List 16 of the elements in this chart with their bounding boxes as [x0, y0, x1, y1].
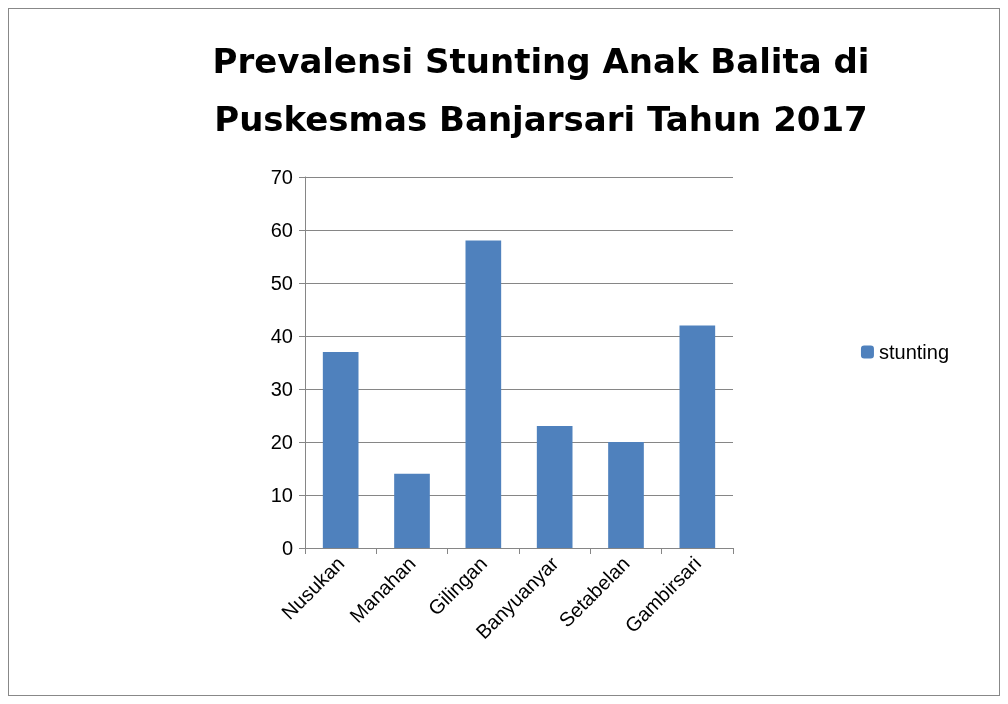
- bar: [608, 442, 644, 548]
- bar: [394, 473, 430, 548]
- y-tick-label: 0: [281, 537, 293, 559]
- bar: [679, 325, 716, 548]
- y-tick-label: 60: [270, 219, 293, 241]
- y-tick-label: 10: [270, 484, 293, 506]
- y-tick-label: 30: [270, 378, 293, 400]
- chart-title: Prevalensi Stunting Anak Balita di Puskesmas Banjarsari Tahun 2017: [212, 41, 870, 139]
- bar: [465, 240, 502, 548]
- bar: [322, 351, 359, 548]
- bar: [536, 426, 573, 548]
- y-tick-label: 50: [270, 272, 293, 294]
- legend-label: stunting: [878, 341, 950, 363]
- y-tick-label: 70: [270, 166, 293, 188]
- y-tick-label: 40: [270, 325, 293, 347]
- y-tick-label: 20: [270, 431, 293, 453]
